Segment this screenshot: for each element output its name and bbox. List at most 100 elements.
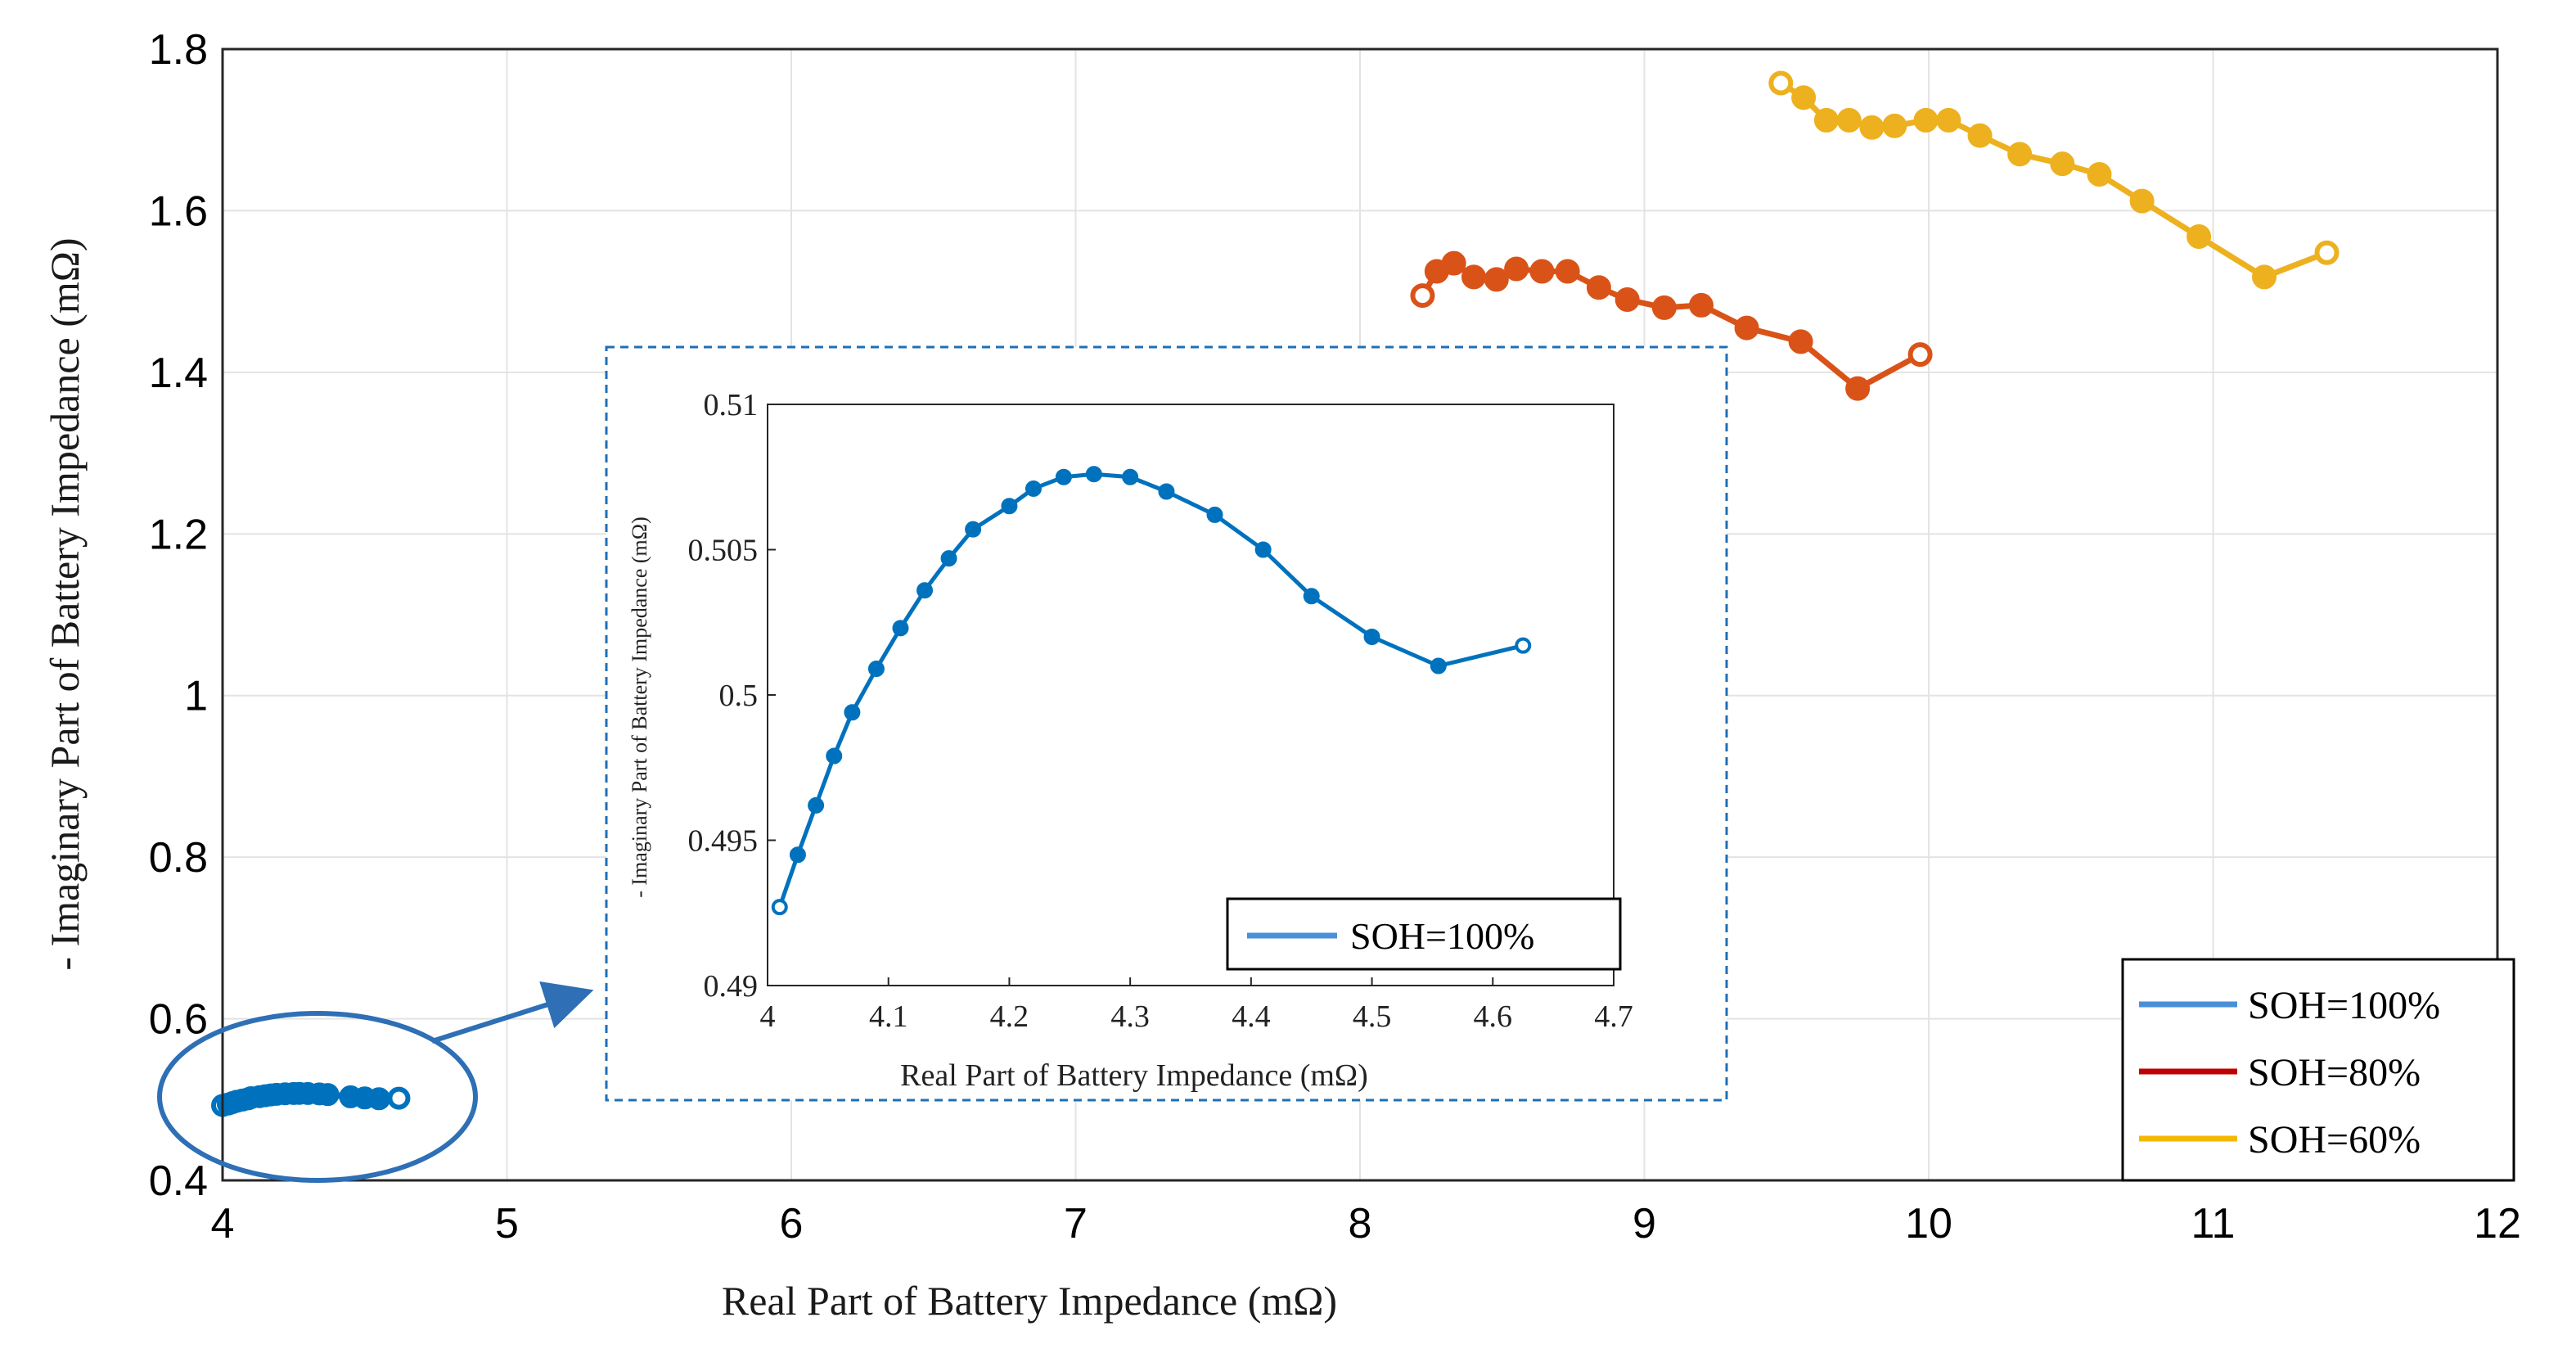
main-x-tick-labels: 4 5 6 7 8 9 10 11 12 xyxy=(211,1200,2521,1247)
inset-data-point-21 xyxy=(1515,637,1532,654)
inset-data-point-11 xyxy=(1025,480,1042,497)
main-y-tick-3: 1 xyxy=(184,673,208,720)
data-point-2-7 xyxy=(1936,107,1961,133)
main-x-axis-title: Real Part of Battery Impedance (mΩ) xyxy=(722,1278,1337,1324)
inset-data-point-13 xyxy=(1085,466,1102,483)
inset-y-tick-4: 0.51 xyxy=(704,388,759,422)
data-point-2-2 xyxy=(1813,107,1839,133)
data-point-1-13 xyxy=(1788,329,1813,354)
data-point-2-4 xyxy=(1859,115,1885,140)
inset-data-point-17 xyxy=(1254,541,1272,558)
data-point-1-9 xyxy=(1615,287,1640,313)
data-point-2-1 xyxy=(1791,85,1817,111)
inset-data-point-20 xyxy=(1430,657,1447,674)
data-point-1-14 xyxy=(1845,376,1871,401)
inset-x-tick-labels: 4 4.1 4.2 4.3 4.4 4.5 4.6 4.7 xyxy=(760,977,1633,1034)
inset-data-point-18 xyxy=(1303,588,1320,605)
data-point-1-8 xyxy=(1586,275,1611,300)
data-point-2-10 xyxy=(2050,151,2075,177)
inset-x-axis-title: Real Part of Battery Impedance (mΩ) xyxy=(900,1058,1368,1093)
main-x-tick-1: 5 xyxy=(495,1200,519,1247)
inset-data-point-1 xyxy=(789,846,806,864)
main-y-tick-2: 0.8 xyxy=(149,834,208,882)
inset-x-tick-4: 4.4 xyxy=(1232,999,1271,1034)
data-point-0-19 xyxy=(367,1087,391,1111)
inset-data-point-0 xyxy=(771,899,788,916)
inset-y-axis-title: - Imaginary Part of Battery Impedance (m… xyxy=(628,517,651,897)
main-y-tick-7: 1.8 xyxy=(149,26,208,74)
data-point-2-5 xyxy=(1882,113,1907,138)
inset-data-point-8 xyxy=(940,550,957,567)
inset-x-tick-6: 4.6 xyxy=(1474,999,1513,1034)
data-point-2-6 xyxy=(1913,107,1939,133)
main-x-tick-6: 10 xyxy=(1905,1200,1952,1247)
data-point-0-20 xyxy=(387,1086,411,1110)
data-point-1-11 xyxy=(1689,292,1714,318)
main-x-tick-5: 9 xyxy=(1633,1200,1656,1247)
inset-x-tick-3: 4.3 xyxy=(1110,999,1150,1034)
inset-data-point-14 xyxy=(1122,468,1139,485)
main-y-axis-title: - Imaginary Part of Battery Impedance (m… xyxy=(42,237,88,970)
main-y-tick-labels: 0.4 0.6 0.8 1 1.2 1.4 1.6 1.8 xyxy=(149,26,208,1205)
legend-label-soh80: SOH=80% xyxy=(2248,1051,2421,1094)
highlight-ellipse xyxy=(157,1011,478,1183)
data-point-1-0 xyxy=(1410,283,1435,309)
main-series-group xyxy=(211,70,2340,1117)
inset-y-tick-labels: 0.49 0.495 0.5 0.505 0.51 xyxy=(688,388,776,1004)
data-point-1-12 xyxy=(1734,315,1759,341)
inset-y-tick-2: 0.5 xyxy=(719,679,759,713)
data-point-1-6 xyxy=(1529,259,1555,284)
inset-y-tick-3: 0.505 xyxy=(688,534,759,568)
data-point-1-2 xyxy=(1441,250,1466,276)
inset-legend-label-soh100: SOH=100% xyxy=(1350,915,1534,957)
inset-data-point-4 xyxy=(844,704,861,721)
data-point-2-9 xyxy=(2007,142,2033,167)
data-point-1-5 xyxy=(1504,256,1529,282)
data-point-1-15 xyxy=(1907,342,1933,368)
data-point-1-4 xyxy=(1484,267,1509,292)
main-y-tick-5: 1.4 xyxy=(149,350,208,397)
legend-label-soh100: SOH=100% xyxy=(2248,984,2440,1027)
main-y-tick-4: 1.2 xyxy=(149,511,208,558)
inset-data-point-19 xyxy=(1363,629,1380,645)
main-x-tick-0: 4 xyxy=(211,1200,235,1247)
main-y-tick-0: 0.4 xyxy=(149,1157,208,1205)
inset-data-point-16 xyxy=(1206,506,1223,523)
data-point-2-14 xyxy=(2252,264,2277,290)
data-point-2-11 xyxy=(2087,162,2112,187)
inset-data-point-12 xyxy=(1055,468,1072,485)
inset-data-point-10 xyxy=(1001,498,1018,515)
inset-data-point-2 xyxy=(808,796,825,814)
callout-arrow xyxy=(431,981,594,1044)
data-point-1-10 xyxy=(1651,295,1677,320)
inset-data-point-3 xyxy=(826,747,843,765)
data-point-2-15 xyxy=(2314,240,2340,265)
data-point-0-16 xyxy=(316,1083,340,1107)
data-point-1-3 xyxy=(1461,264,1486,290)
main-x-tick-4: 8 xyxy=(1349,1200,1372,1247)
inset-series-group xyxy=(771,466,1532,916)
inset-data-point-15 xyxy=(1158,483,1175,500)
inset-x-tick-1: 4.1 xyxy=(869,999,908,1034)
inset-data-point-9 xyxy=(965,521,982,538)
main-plot-frame xyxy=(221,47,2499,1182)
main-x-tick-2: 6 xyxy=(780,1200,804,1247)
main-x-tick-7: 11 xyxy=(2191,1200,2236,1247)
inset-y-tick-1: 0.495 xyxy=(688,824,759,859)
inset-data-point-5 xyxy=(867,661,885,678)
inset-x-tick-7: 4.7 xyxy=(1594,999,1633,1034)
main-x-tick-8: 12 xyxy=(2474,1200,2521,1247)
data-point-2-12 xyxy=(2129,188,2155,214)
data-point-2-3 xyxy=(1836,107,1862,133)
main-y-tick-6: 1.6 xyxy=(149,187,208,235)
legend-label-soh60: SOH=60% xyxy=(2248,1118,2421,1162)
main-y-tick-1: 0.6 xyxy=(149,996,208,1044)
inset-y-tick-0: 0.49 xyxy=(704,969,759,1004)
inset-data-point-7 xyxy=(916,582,934,599)
inset-data-point-6 xyxy=(892,620,909,637)
inset-x-tick-0: 4 xyxy=(760,999,776,1034)
main-x-tick-3: 7 xyxy=(1064,1200,1088,1247)
inset-x-tick-5: 4.5 xyxy=(1353,999,1392,1034)
main-legend: SOH=100% SOH=80% SOH=60% xyxy=(2121,958,2515,1182)
